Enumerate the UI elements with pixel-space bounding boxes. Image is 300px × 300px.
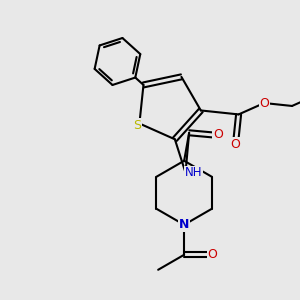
Text: O: O	[231, 138, 241, 151]
Text: O: O	[259, 97, 269, 110]
Text: N: N	[179, 218, 189, 231]
Text: O: O	[207, 248, 217, 261]
Text: O: O	[213, 128, 223, 141]
Text: NH: NH	[185, 166, 202, 179]
Text: S: S	[134, 119, 141, 132]
